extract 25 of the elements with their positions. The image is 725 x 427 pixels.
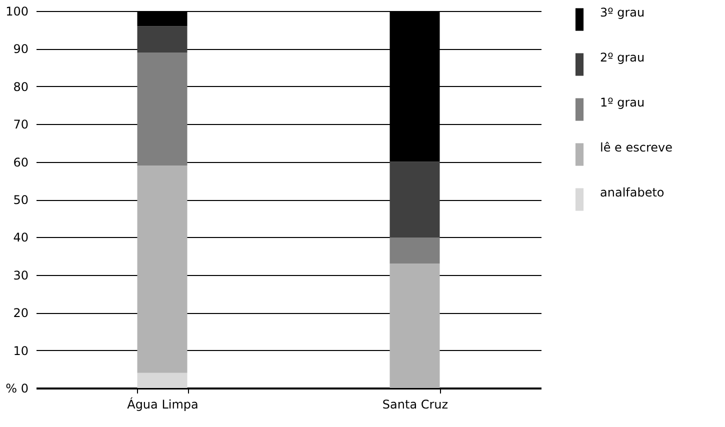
legend-label: analfabeto [600,186,664,200]
y-tick-label: 20 [13,306,28,320]
legend-label: 2º grau [600,50,645,64]
y-tick-label: 80 [13,80,28,94]
x-tick-label: Água Limpa [127,396,198,412]
y-tick-label: 10 [13,344,28,358]
bar [137,166,188,373]
bar [137,26,188,52]
y-tick-label: % 0 [6,382,28,396]
bar [137,372,188,388]
bar [390,162,440,238]
y-tick-label: 60 [13,155,28,170]
y-tick-label: 90 [13,42,28,56]
y-tick-label: 40 [13,230,28,245]
bar [390,237,440,264]
bar [390,264,440,388]
legend-label: 1º grau [600,96,645,110]
y-tick-label: 70 [13,118,28,132]
legend-label: lê e escreve [600,140,672,154]
x-tick-label: Santa Cruz [382,398,448,412]
y-tick-label: 100 [6,4,28,18]
y-tick-label: 50 [13,193,28,207]
bar [137,52,188,166]
y-tick-label: 30 [13,268,28,282]
legend-label: 3º grau [600,6,645,20]
